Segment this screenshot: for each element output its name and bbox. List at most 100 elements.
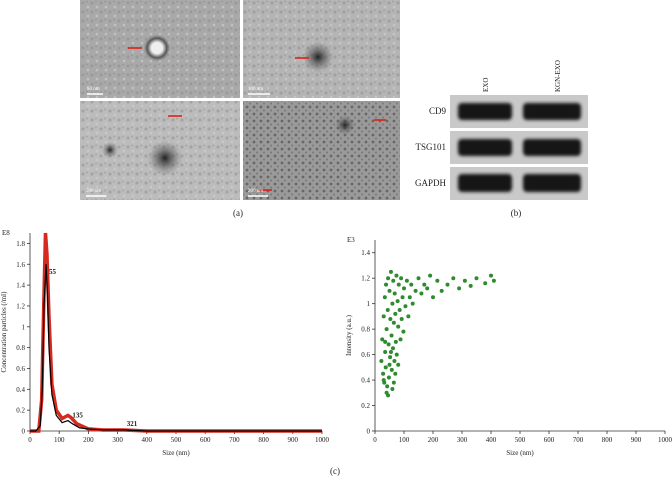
row-label: CD9 [429, 106, 447, 116]
point [439, 288, 444, 293]
y-tick-label: 1.4 [361, 249, 370, 257]
x-tick-label: 100 [54, 436, 65, 444]
lane-label: EXO [482, 78, 490, 92]
tem-images: 50 nm 100 nm 200 nm 200 nm [80, 0, 400, 200]
point [393, 311, 398, 316]
point [381, 371, 386, 376]
point [381, 314, 386, 319]
point [392, 358, 397, 363]
point [388, 350, 393, 355]
x-tick-label: 600 [544, 436, 555, 444]
point [407, 295, 412, 300]
point [431, 295, 435, 300]
point [402, 286, 406, 291]
x-axis-label: Size (nm) [506, 449, 534, 457]
x-tick-label: 1000 [658, 436, 672, 444]
point [386, 276, 391, 281]
point [383, 339, 388, 344]
point [396, 324, 401, 329]
y-tick-label: 0.2 [361, 402, 370, 410]
x-tick-label: 800 [602, 436, 613, 444]
y-tick-label: 1.6 [16, 261, 25, 269]
x-tick-label: 0 [28, 436, 32, 444]
point [387, 288, 392, 293]
point [413, 288, 418, 293]
x-tick-label: 900 [288, 436, 299, 444]
peak-annotation: 135 [72, 412, 83, 420]
x-tick-label: 0 [373, 436, 377, 444]
point [428, 273, 433, 278]
y-tick-label: 1.2 [361, 275, 370, 283]
point [416, 276, 421, 281]
x-tick-label: 700 [573, 436, 584, 444]
y-tick-label: 1.2 [16, 302, 25, 310]
point [403, 304, 408, 309]
point [388, 355, 393, 360]
point [425, 286, 430, 291]
x-tick-label: 100 [399, 436, 410, 444]
scale-bar-label: 50 nm [87, 87, 100, 92]
point [382, 295, 387, 300]
point [396, 362, 401, 367]
x-tick-label: 600 [200, 436, 211, 444]
point [388, 316, 393, 321]
x-axis-label: Size (nm) [162, 449, 190, 457]
x-tick-label: 1000 [315, 436, 330, 444]
y-tick-label: 0 [367, 428, 371, 436]
x-tick-label: 800 [258, 436, 269, 444]
x-tick-label: 700 [229, 436, 240, 444]
y-tick-label: 0.6 [16, 365, 25, 373]
point [386, 342, 391, 347]
point [394, 352, 399, 357]
point [393, 371, 398, 376]
row-label: TSG101 [415, 142, 446, 152]
point [474, 276, 479, 281]
point [409, 282, 414, 287]
x-tick-label: 300 [457, 436, 468, 444]
point [388, 269, 393, 274]
y-tick-label: 0 [22, 428, 26, 436]
point [468, 283, 473, 288]
point [400, 295, 405, 300]
point [384, 282, 389, 287]
y-tick-label: 1 [367, 300, 371, 308]
point [387, 362, 392, 367]
y-tick-label: 0.8 [16, 344, 25, 352]
western-blot [450, 95, 588, 200]
peak-annotation: 321 [127, 420, 138, 428]
point [399, 316, 404, 321]
point [383, 350, 388, 355]
point [394, 273, 399, 278]
row-label: GAPDH [415, 178, 447, 188]
panel-label: (c) [330, 466, 340, 476]
point [391, 320, 396, 325]
point [385, 308, 390, 313]
y-unit: E8 [2, 229, 10, 237]
y-tick-label: 1.4 [16, 282, 25, 290]
point [391, 278, 396, 283]
point [422, 282, 427, 287]
point [390, 386, 395, 391]
x-tick-label: 900 [631, 436, 642, 444]
x-tick-label: 500 [515, 436, 526, 444]
point [410, 301, 415, 306]
size-curve [30, 264, 322, 432]
y-axis-label: Intensity (a.u.) [345, 314, 353, 356]
y-unit: E3 [347, 236, 355, 244]
point [391, 380, 396, 385]
point [451, 276, 456, 281]
y-tick-label: 1.8 [16, 240, 25, 248]
y-tick-label: 0.4 [361, 377, 370, 385]
point [419, 291, 424, 296]
point [395, 299, 400, 304]
point [404, 278, 409, 283]
point [393, 339, 398, 344]
y-tick-label: 0.4 [16, 386, 25, 394]
y-tick-label: 0.8 [361, 326, 370, 334]
point [390, 301, 395, 306]
point [396, 282, 401, 287]
x-tick-label: 500 [171, 436, 182, 444]
point [489, 273, 493, 278]
x-tick-label: 300 [112, 436, 123, 444]
